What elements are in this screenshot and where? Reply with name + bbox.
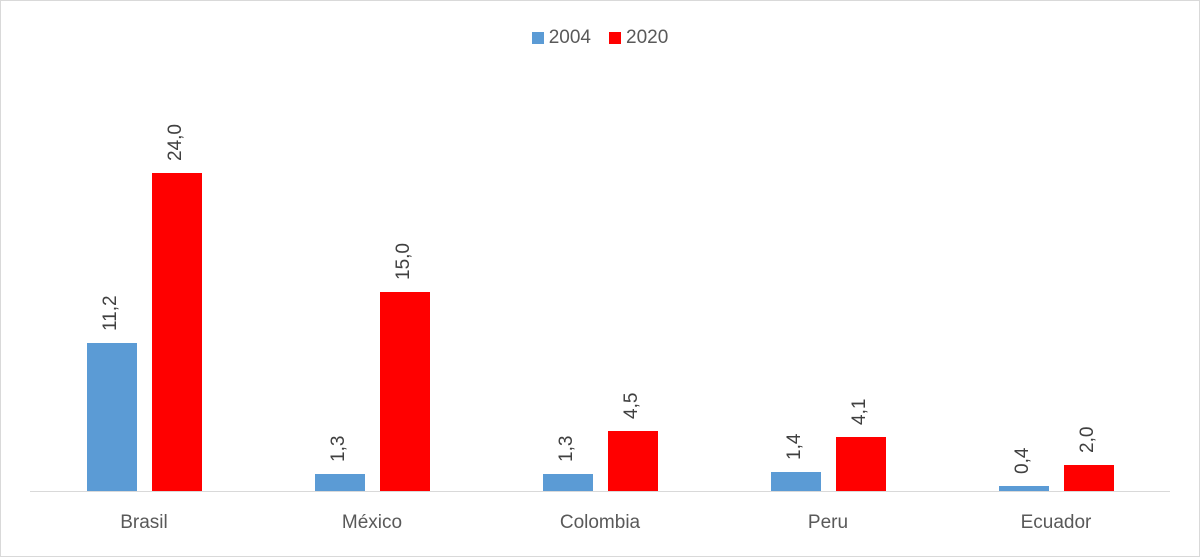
bar-2020-ecuador: [1063, 464, 1114, 491]
data-label: 1,4: [783, 434, 805, 461]
category-label: México: [341, 512, 403, 533]
x-axis-line: [30, 491, 1170, 492]
legend-swatch-2020: [609, 32, 621, 44]
category-label: Colombia: [559, 512, 641, 533]
data-label: 2,0: [1076, 426, 1098, 453]
data-label: 24,0: [164, 124, 186, 161]
data-label: 15,0: [392, 243, 414, 281]
legend-item-2004: 2004: [531, 27, 591, 49]
legend-label: 2020: [626, 27, 669, 48]
legend-label: 2004: [548, 27, 591, 48]
bar-2020-brasil: [151, 173, 202, 491]
bar-2020-méxico: [379, 292, 430, 491]
data-label: 4,5: [620, 392, 642, 420]
legend-item-2020: 2020: [609, 27, 668, 49]
data-label: 0,4: [1011, 447, 1033, 474]
bar-2004-ecuador: [998, 485, 1049, 491]
data-label: 1,3: [555, 435, 577, 462]
bar-2004-brasil: [86, 342, 137, 491]
bar-2004-méxico: [314, 473, 365, 491]
bar-2020-colombia: [607, 431, 658, 491]
bar-2004-peru: [770, 472, 821, 491]
data-label: 11,2: [99, 295, 121, 331]
data-label: 4,1: [848, 398, 870, 425]
bar-2020-peru: [835, 436, 886, 491]
category-label: Ecuador: [1020, 512, 1092, 533]
data-label: 1,3: [327, 435, 349, 462]
bar-2004-colombia: [542, 473, 593, 491]
category-label: Brasil: [120, 512, 168, 533]
legend-swatch-2004: [531, 32, 544, 44]
category-label: Peru: [807, 512, 849, 533]
plot-area: 11,2 24,0 1,3 15,0 1,3 4,5 1,4 4,1 0,4 2,0: [30, 60, 1170, 491]
chart-legend: 2004 2020: [0, 27, 1200, 49]
